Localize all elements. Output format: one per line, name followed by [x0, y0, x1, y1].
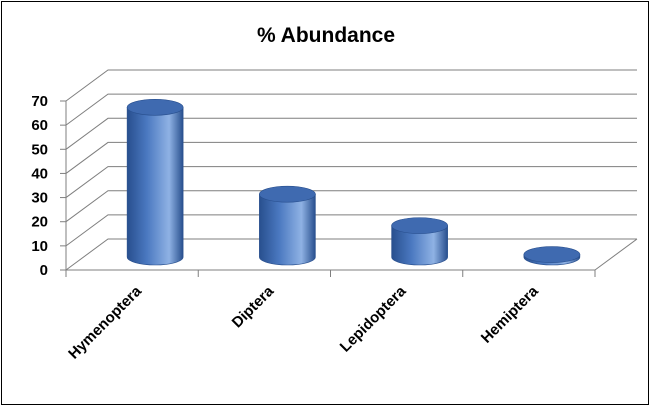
bar-chart: % Abundance 0 10 20 30 40 50 60 70 Hymenoptera D…: [31, 24, 638, 363]
bar: [391, 217, 448, 266]
gridline: [65, 69, 637, 102]
bar-top: [259, 185, 316, 203]
gridline: [65, 214, 637, 247]
bar-top: [523, 246, 581, 263]
y-tick-label: 20: [31, 214, 48, 231]
chart-title: % Abundance: [257, 24, 395, 47]
y-tick-label: 70: [31, 93, 48, 110]
floor-edge: [594, 238, 638, 271]
y-tick-label: 30: [31, 190, 48, 207]
y-tick-label: 60: [31, 117, 48, 134]
gridline: [65, 166, 637, 198]
bar-top: [391, 217, 448, 234]
bar: [523, 246, 581, 266]
gridline: [65, 93, 637, 126]
gridline: [65, 117, 637, 150]
gridlines: [65, 69, 637, 271]
bar-body: [126, 107, 184, 266]
bar: [259, 185, 316, 266]
y-tick-label: 50: [31, 141, 48, 158]
bar-top: [126, 99, 184, 116]
x-tick-label: Hymenoptera: [65, 282, 145, 362]
bar: [126, 99, 184, 266]
gridline: [65, 238, 637, 271]
axes: 0 10 20 30 40 50 60 70: [31, 93, 638, 279]
y-tick-label: 0: [40, 262, 48, 279]
gridline: [65, 141, 637, 174]
y-tick-label: 10: [31, 238, 48, 255]
bar-body: [259, 193, 316, 266]
gridline: [65, 190, 637, 223]
bar-body: [391, 225, 448, 266]
x-tick-label: Diptera: [229, 282, 278, 331]
x-tick-label: Hemiptera: [478, 282, 542, 346]
category-labels: Hymenoptera Diptera Lepidoptera Hemiptera: [65, 282, 542, 362]
bars: [126, 99, 581, 266]
y-tick-label: 40: [31, 165, 48, 182]
x-tick-label: Lepidoptera: [337, 282, 410, 355]
